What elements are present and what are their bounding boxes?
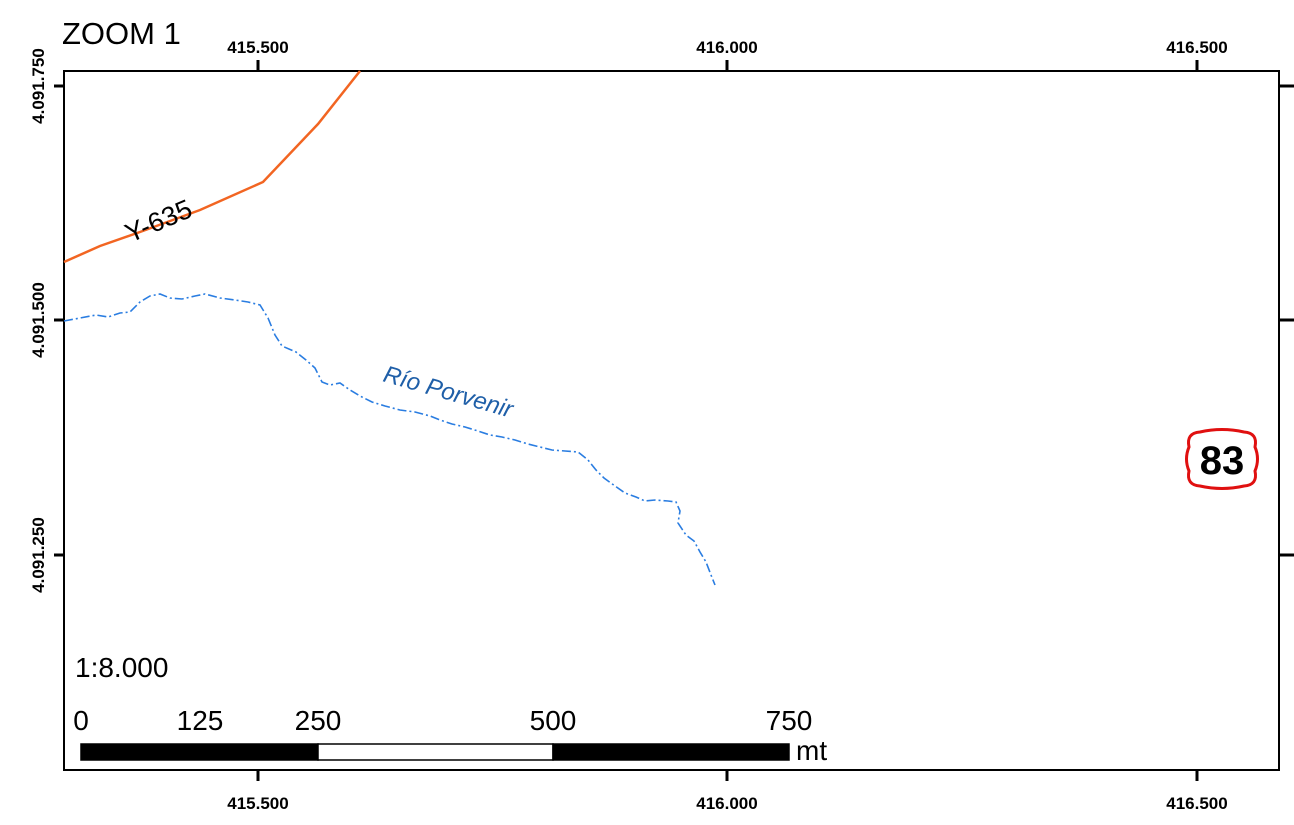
scale-bar-label: 750 [766, 705, 813, 736]
scale-bar: 0 125 250 500 750 mt [73, 705, 827, 766]
left-y-tick-label: 4.091.500 [29, 282, 48, 358]
left-y-tick-label: 4.091.750 [29, 48, 48, 124]
left-y-tick-label: 4.091.250 [29, 517, 48, 593]
bottom-x-tick-label: 416.000 [696, 794, 757, 813]
scale-bar-label: 125 [177, 705, 224, 736]
scale-bar-label: 250 [295, 705, 342, 736]
top-x-tick-label: 416.000 [696, 38, 757, 57]
route-shield-icon [1185, 428, 1259, 490]
scale-bar-label: 0 [73, 705, 89, 736]
scale-bar-label: 500 [530, 705, 577, 736]
top-x-tick-label: 415.500 [227, 38, 288, 57]
scale-ratio: 1:8.000 [75, 652, 168, 683]
route-shield: 83 [1185, 428, 1259, 490]
route-shield-number: 83 [1200, 439, 1245, 483]
scale-bar-segment-black [80, 743, 319, 761]
scale-bar-unit: mt [796, 735, 827, 766]
river-porvenir-line [63, 293, 716, 586]
map-frame [63, 70, 1280, 771]
map-title: ZOOM 1 [62, 16, 181, 51]
scale-bar-segment-white [317, 743, 554, 761]
bottom-x-tick-label: 415.500 [227, 794, 288, 813]
scale-bar-segment-black [552, 743, 790, 761]
bottom-x-tick-label: 416.500 [1166, 794, 1227, 813]
road-y635-line [63, 70, 361, 264]
top-x-tick-label: 416.500 [1166, 38, 1227, 57]
